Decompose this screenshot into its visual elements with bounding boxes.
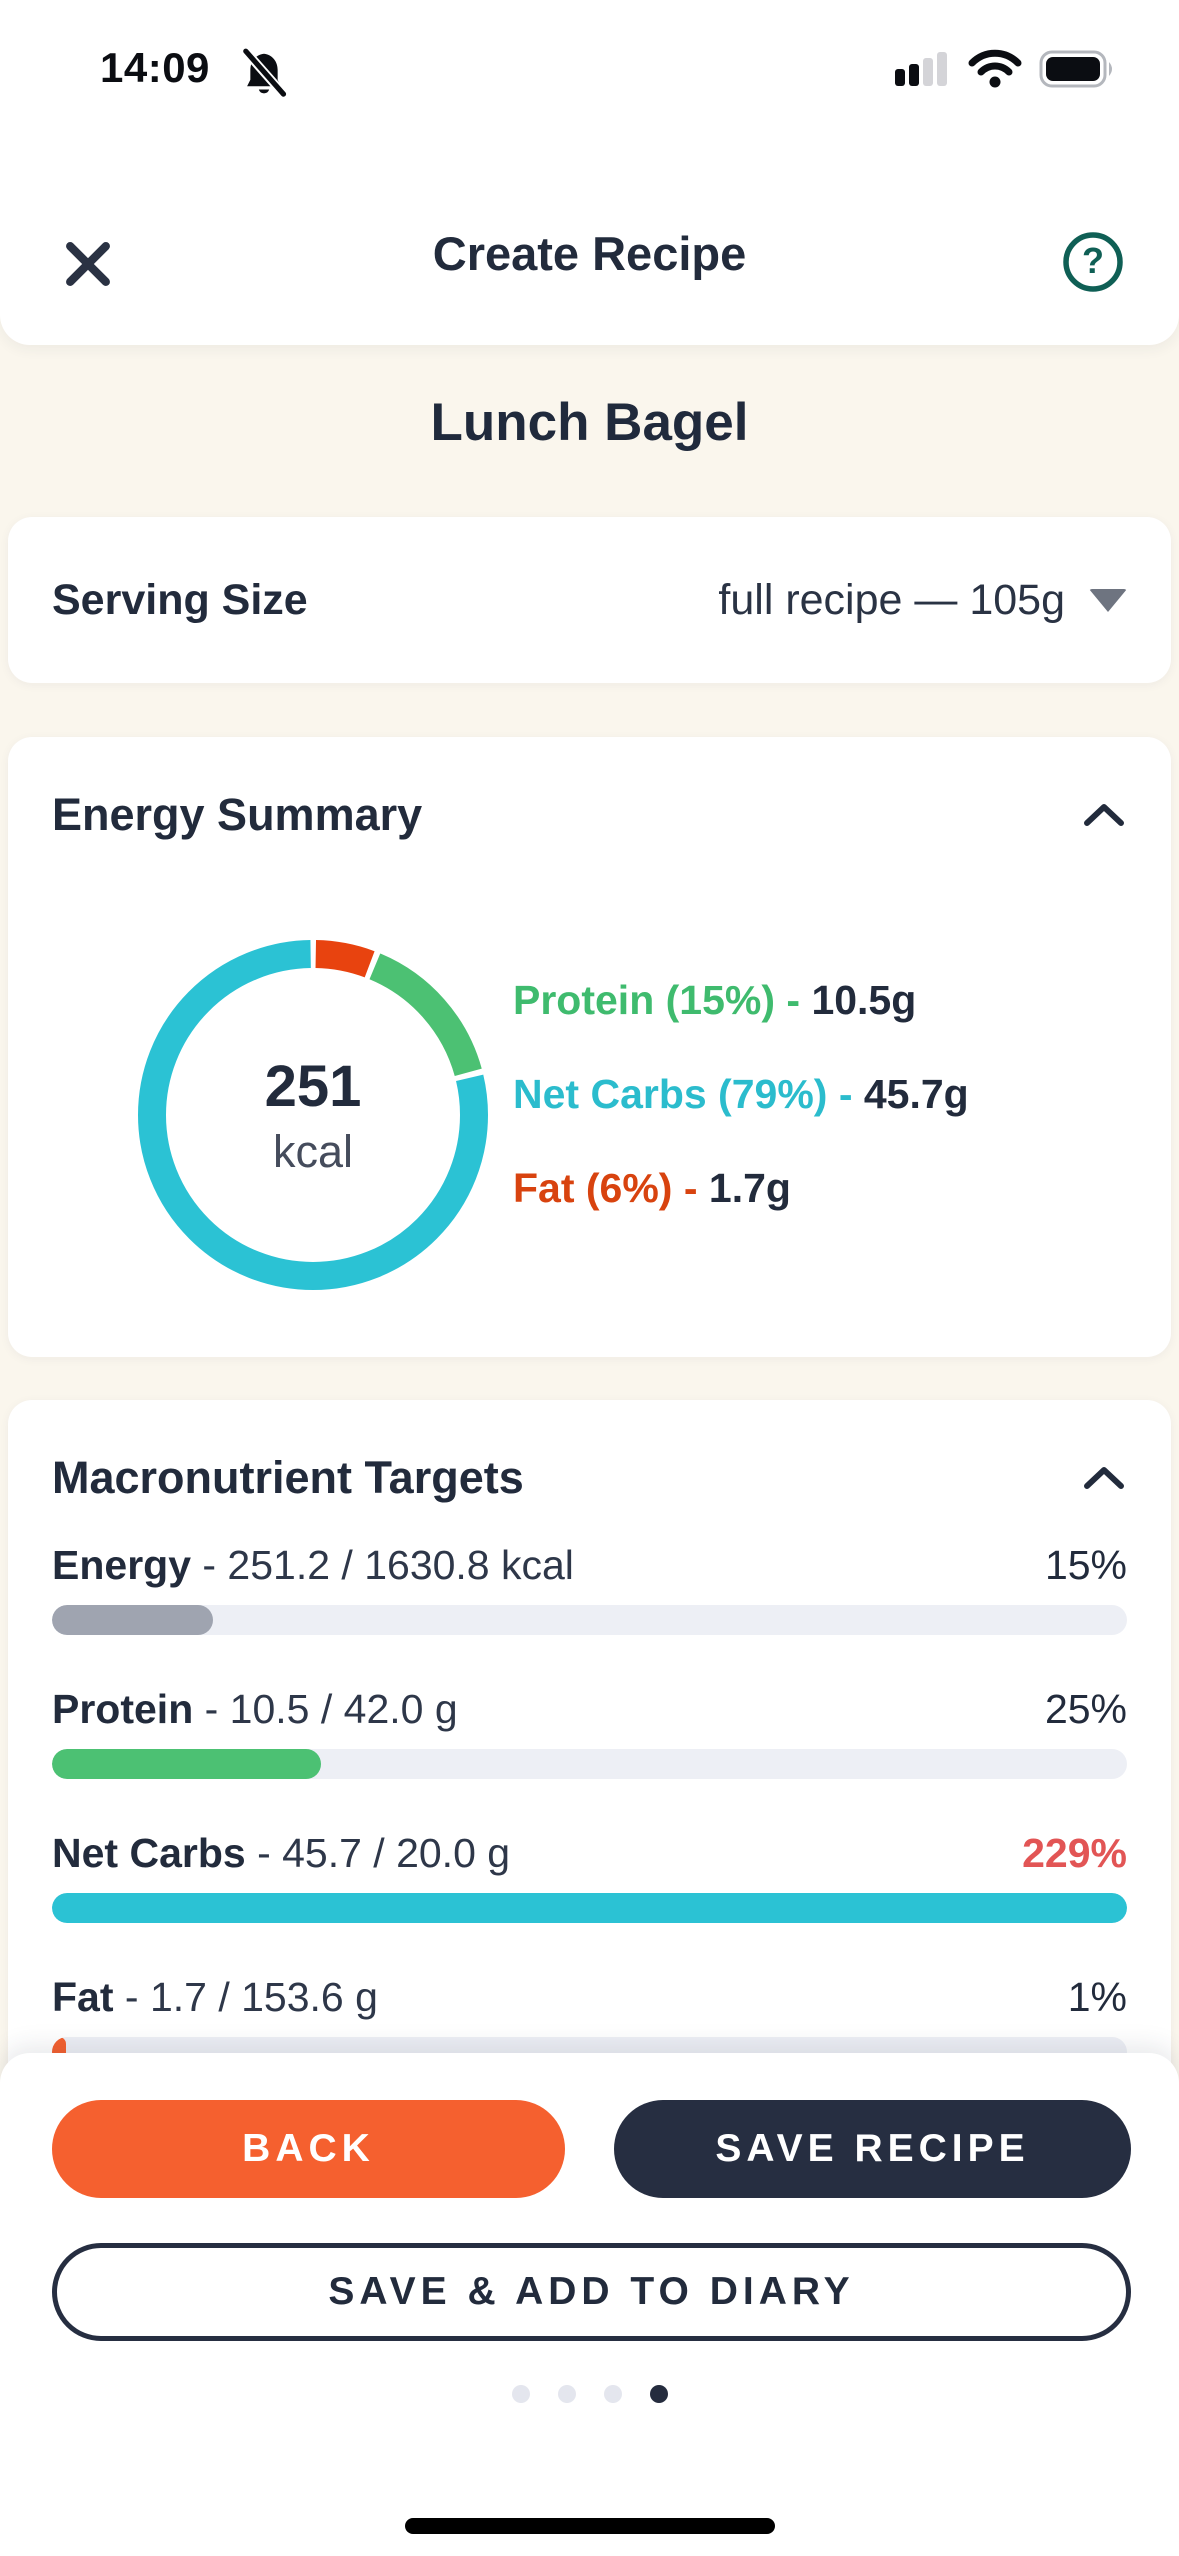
macro-rows: Energy - 251.2 / 1630.8 kcal 15% Protein -…: [52, 1540, 1127, 2116]
serving-size-card: Serving Size full recipe — 105g: [8, 517, 1171, 683]
cellular-signal-icon: [893, 49, 951, 94]
page-dot-3: [603, 2385, 622, 2403]
chevron-down-icon: [1089, 588, 1127, 612]
macro-progress-track: [52, 1893, 1127, 1923]
macro-progress-track: [52, 1749, 1127, 1779]
energy-donut-chart: 251 kcal: [133, 935, 493, 1295]
macro-row-protein: Protein - 10.5 / 42.0 g 25%: [52, 1684, 1127, 1779]
legend-row-protein: Protein (15%) - 10.5g: [513, 977, 969, 1024]
macro-percent: 1%: [1067, 1974, 1127, 2020]
page-dot-4-active: [649, 2385, 668, 2403]
save-and-add-to-diary-button[interactable]: SAVE & ADD TO DIARY: [52, 2243, 1131, 2341]
back-button[interactable]: BACK: [52, 2100, 565, 2198]
page-indicator: [0, 2385, 1179, 2403]
macro-percent: 229%: [1022, 1830, 1127, 1876]
status-time: 14:09: [100, 44, 210, 91]
macro-targets-title: Macronutrient Targets: [52, 1452, 524, 1503]
macro-name: Protein: [52, 1686, 205, 1732]
legend-label: Net Carbs (79%) -: [513, 1071, 864, 1117]
legend-label: Protein (15%) -: [513, 977, 812, 1023]
wifi-icon: [967, 48, 1023, 95]
help-icon: ?: [1063, 232, 1123, 292]
page-dot-1: [511, 2385, 530, 2403]
chevron-up-icon: [1084, 804, 1124, 826]
energy-summary-title: Energy Summary: [52, 789, 423, 840]
serving-size-row: Serving Size full recipe — 105g: [8, 517, 1171, 683]
macro-name: Net Carbs: [52, 1830, 258, 1876]
macro-row-net-carbs: Net Carbs - 45.7 / 20.0 g 229%: [52, 1828, 1127, 1923]
macro-row-energy: Energy - 251.2 / 1630.8 kcal 15%: [52, 1540, 1127, 1635]
notifications-off-icon: [238, 46, 290, 103]
legend-value: 10.5g: [811, 977, 917, 1023]
serving-size-select[interactable]: full recipe — 105g: [718, 576, 1127, 625]
macro-detail: - 251.2 / 1630.8 kcal: [202, 1542, 574, 1588]
svg-text:?: ?: [1082, 240, 1104, 281]
macro-name: Energy: [52, 1542, 203, 1588]
status-icons: [893, 48, 1117, 95]
macro-targets-header[interactable]: Macronutrient Targets: [8, 1400, 1171, 1530]
energy-donut-svg: [138, 940, 488, 1290]
close-icon: [66, 242, 110, 286]
bottom-action-sheet: BACK SAVE RECIPE SAVE & ADD TO DIARY: [0, 2053, 1179, 2556]
recipe-name: Lunch Bagel: [430, 393, 749, 452]
macro-detail: - 1.7 / 153.6 g: [124, 1974, 378, 2020]
macro-progress-fill: [52, 1605, 214, 1635]
donut-legend: Protein (15%) - 10.5g Net Carbs (79%) - 4…: [513, 977, 969, 1212]
legend-row-fat: Fat (6%) - 1.7g: [513, 1165, 969, 1212]
macro-progress-track: [52, 1605, 1127, 1635]
legend-row-net: Net Carbs (79%) - 45.7g: [513, 1071, 969, 1118]
energy-summary-card: Energy Summary 251 kcal Protein (15%) - …: [8, 737, 1171, 1357]
energy-summary-header[interactable]: Energy Summary: [8, 737, 1171, 867]
macro-progress-fill: [52, 1749, 321, 1779]
page-dot-2: [557, 2385, 576, 2403]
save-recipe-button[interactable]: SAVE RECIPE: [614, 2100, 1131, 2198]
status-bar: 14:09: [0, 30, 1179, 110]
header-card: 14:09: [0, 0, 1179, 345]
legend-value: 45.7g: [863, 1071, 969, 1117]
help-button[interactable]: ?: [1051, 220, 1135, 304]
macro-percent: 25%: [1044, 1686, 1127, 1732]
close-button[interactable]: [48, 224, 128, 304]
macro-detail: - 45.7 / 20.0 g: [257, 1830, 511, 1876]
macro-targets-card: Macronutrient Targets Energy - 251.2 / 1…: [8, 1400, 1171, 2140]
chevron-up-icon: [1084, 1467, 1124, 1489]
legend-value: 1.7g: [708, 1165, 791, 1211]
macro-detail: - 10.5 / 42.0 g: [204, 1686, 458, 1732]
macro-name: Fat: [52, 1974, 125, 2020]
nav-bar: Create Recipe ?: [0, 212, 1179, 322]
legend-label: Fat (6%) -: [513, 1165, 709, 1211]
page-title: Create Recipe: [432, 227, 747, 280]
serving-size-label: Serving Size: [52, 575, 308, 624]
macro-progress-fill: [52, 1893, 1127, 1923]
macro-percent: 15%: [1044, 1542, 1127, 1588]
donut-slice-net-carbs: [138, 940, 488, 1290]
home-indicator-handle[interactable]: [405, 2518, 775, 2534]
serving-size-value: full recipe — 105g: [718, 575, 1065, 624]
battery-icon: [1039, 49, 1117, 94]
